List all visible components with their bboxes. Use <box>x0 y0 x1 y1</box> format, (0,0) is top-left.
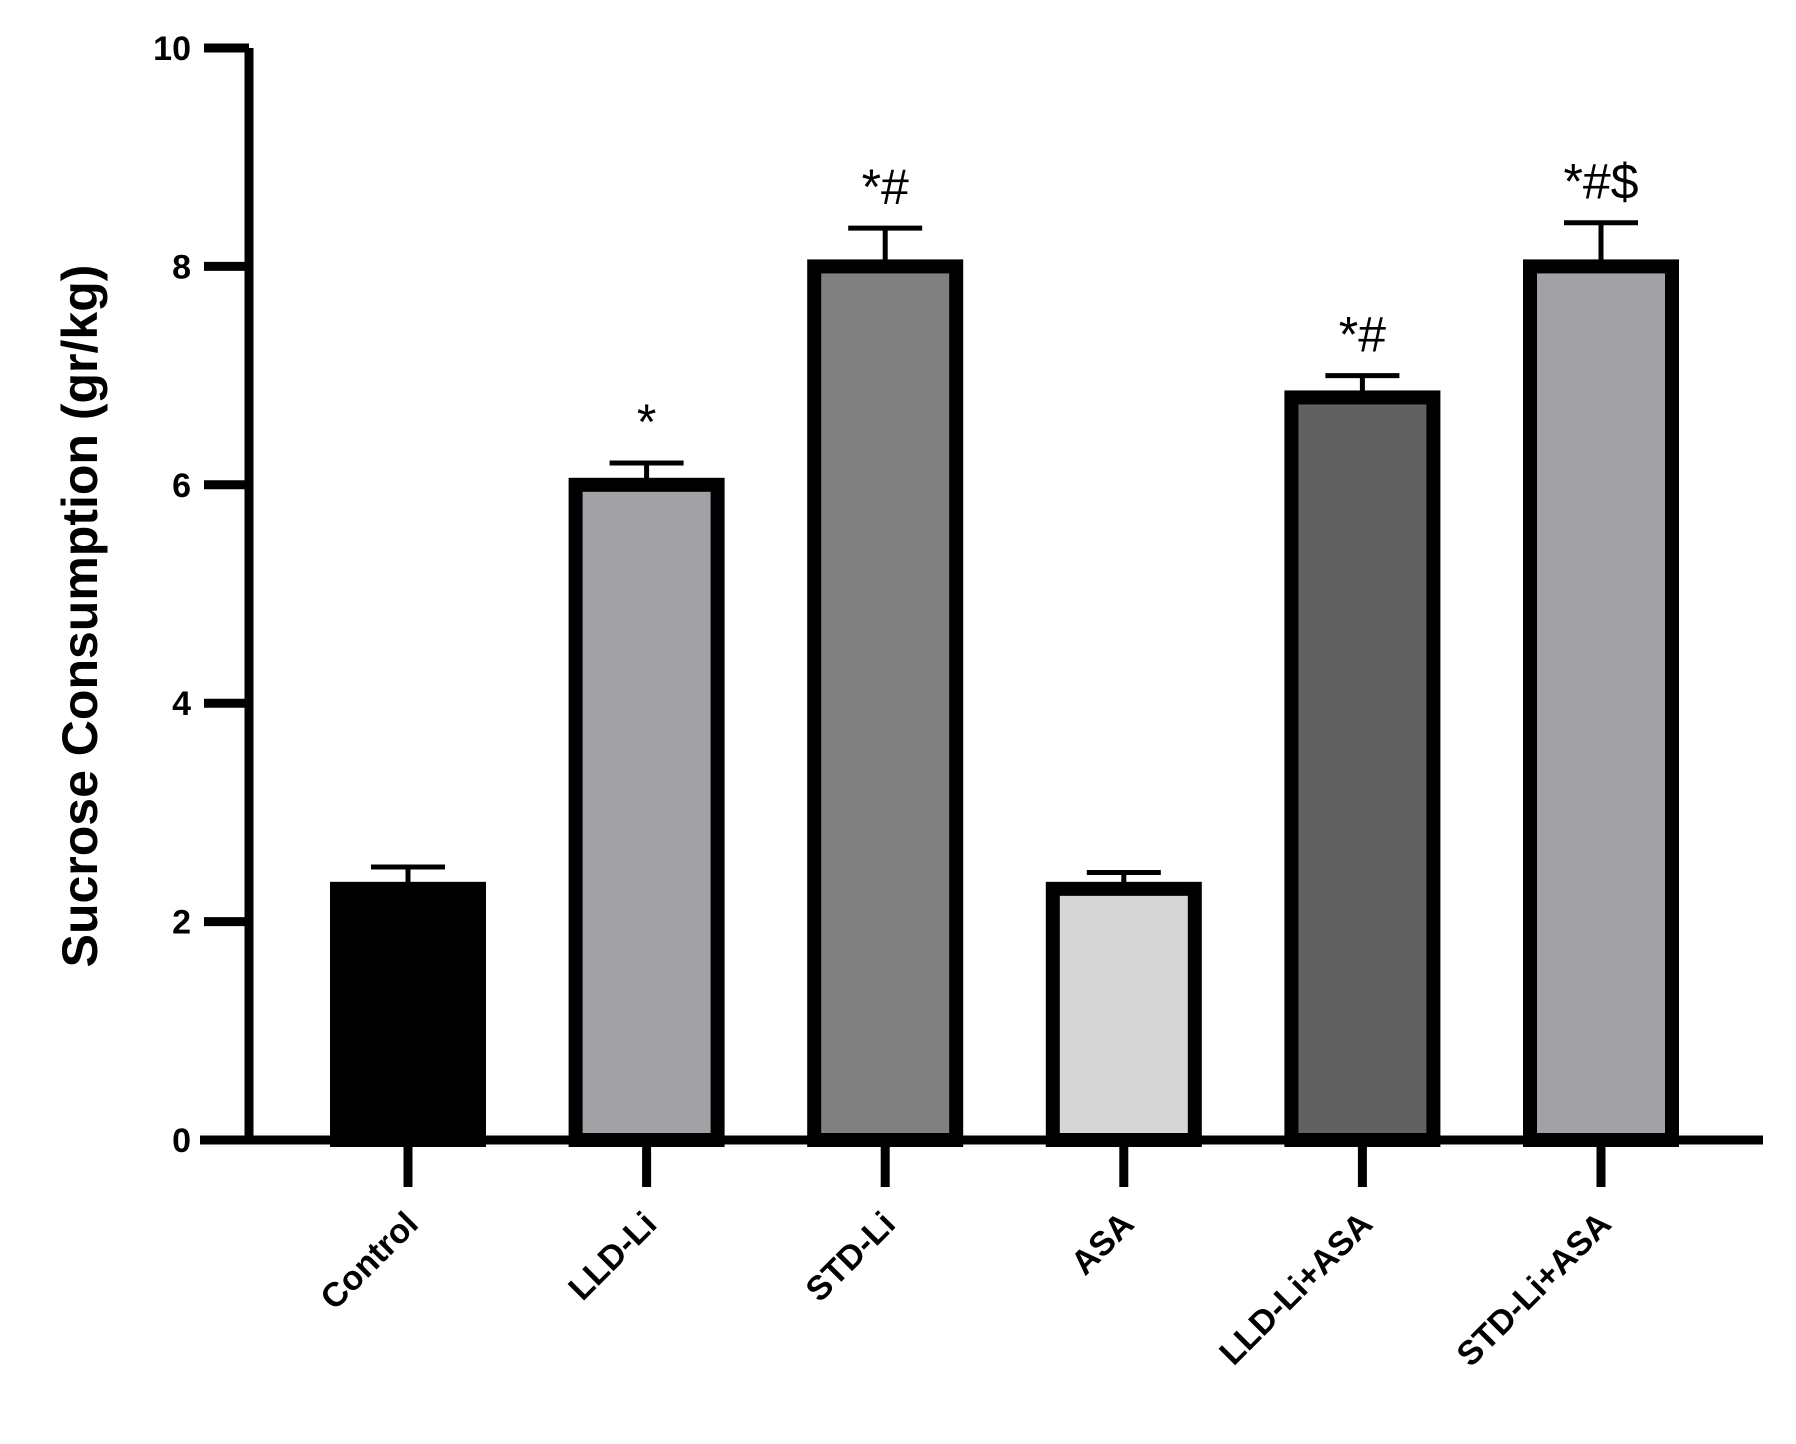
bar <box>1045 881 1202 1148</box>
axes-layer <box>200 48 1763 1145</box>
bar <box>807 259 964 1147</box>
x-tick-label: STD-Li+ASA <box>1450 1205 1619 1374</box>
y-tick-label: 2 <box>172 904 191 942</box>
significance-label: *# <box>1339 307 1386 363</box>
bar <box>330 881 486 1148</box>
x-tick-label: LLD-Li <box>561 1205 664 1308</box>
x-ticks-layer: Control LLD-Li STD-Li ASA LLD-Li+ASA STD-Li+A… <box>313 1140 1619 1374</box>
x-tick-label: LLD-Li+ASA <box>1212 1205 1380 1373</box>
x-tick-label: STD-Li <box>799 1205 903 1309</box>
error-bars-layer <box>371 220 1638 889</box>
y-tick-label: 0 <box>172 1122 191 1160</box>
x-tick-label: ASA <box>1064 1205 1142 1283</box>
significance-annotations: * *# *# *#$ <box>637 154 1639 450</box>
y-ticks-layer: 0 2 4 6 8 10 <box>153 30 249 1160</box>
y-axis-label: Sucrose Consumption (gr/kg) <box>52 265 108 968</box>
bars-layer <box>330 259 1679 1148</box>
y-tick-label: 10 <box>153 30 191 68</box>
significance-label: *# <box>862 159 909 215</box>
significance-label: *#$ <box>1563 154 1638 210</box>
bar <box>568 477 725 1147</box>
y-tick-label: 6 <box>172 467 191 505</box>
y-tick-label: 4 <box>172 685 191 723</box>
x-tick-label: Control <box>313 1205 425 1317</box>
bar <box>1523 259 1679 1147</box>
y-tick-label: 8 <box>172 248 191 286</box>
bar <box>1284 390 1441 1147</box>
significance-label: * <box>637 394 656 450</box>
